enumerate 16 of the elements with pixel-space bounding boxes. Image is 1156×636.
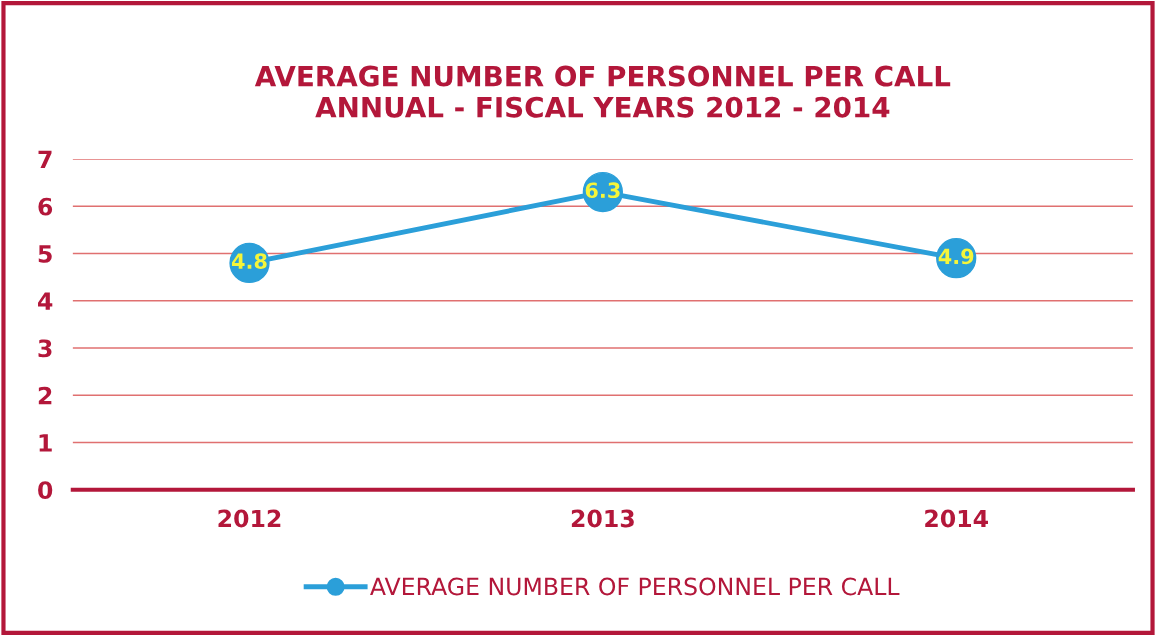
x-tick-label: 2013 <box>571 509 634 528</box>
y-tick-label: 3 <box>38 339 52 358</box>
y-tick-label: 5 <box>38 245 52 263</box>
x-tick-label: 2014 <box>925 509 988 528</box>
y-tick-label: 0 <box>38 481 53 500</box>
x-tick-label: 2012 <box>218 509 281 528</box>
y-tick-label: 6 <box>38 197 53 216</box>
data-label: 4.9 <box>938 248 974 265</box>
chart-title: AVERAGE NUMBER OF PERSONNEL PER CALL ANNUAL - FISCAL YEARS 2012 - 2014 <box>254 65 951 118</box>
y-tick-label: 4 <box>38 292 53 310</box>
y-tick-label: 2 <box>38 386 52 405</box>
legend-label: AVERAGE NUMBER OF PERSONNEL PER CALL <box>370 577 900 596</box>
y-tick-label: 7 <box>38 150 52 168</box>
y-tick-label: 1 <box>39 434 52 452</box>
data-label: 4.8 <box>231 253 267 269</box>
data-label: 6.3 <box>585 182 620 199</box>
